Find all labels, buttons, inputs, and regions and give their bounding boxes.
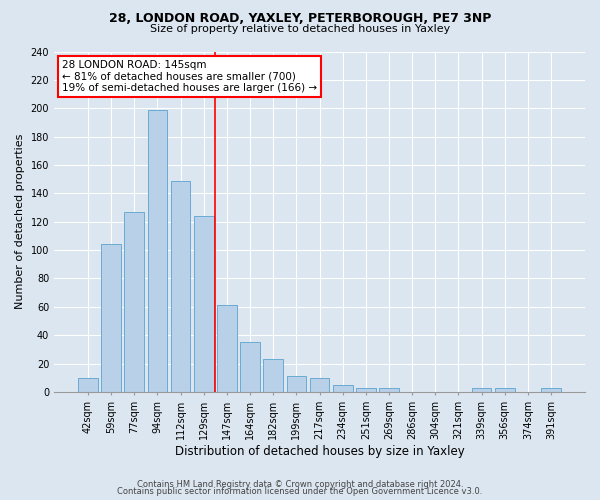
Bar (263, 360, 283, 392)
Bar (101, 244, 121, 392)
Bar (541, 388, 561, 392)
Bar (333, 385, 353, 392)
Bar (495, 388, 515, 392)
Text: Size of property relative to detached houses in Yaxley: Size of property relative to detached ho… (150, 24, 450, 34)
Text: Contains HM Land Registry data © Crown copyright and database right 2024.: Contains HM Land Registry data © Crown c… (137, 480, 463, 489)
Bar (171, 180, 190, 392)
Bar (124, 212, 144, 392)
Bar (240, 342, 260, 392)
Bar (78, 378, 98, 392)
Text: Contains public sector information licensed under the Open Government Licence v3: Contains public sector information licen… (118, 487, 482, 496)
Text: 28 LONDON ROAD: 145sqm
← 81% of detached houses are smaller (700)
19% of semi-de: 28 LONDON ROAD: 145sqm ← 81% of detached… (62, 60, 317, 93)
Text: 28, LONDON ROAD, YAXLEY, PETERBOROUGH, PE7 3NP: 28, LONDON ROAD, YAXLEY, PETERBOROUGH, P… (109, 12, 491, 26)
Bar (310, 378, 329, 392)
Bar (217, 306, 237, 392)
Bar (194, 216, 214, 392)
Bar (287, 376, 306, 392)
Bar (472, 388, 491, 392)
Bar (379, 388, 399, 392)
Y-axis label: Number of detached properties: Number of detached properties (15, 134, 25, 310)
Bar (148, 110, 167, 392)
X-axis label: Distribution of detached houses by size in Yaxley: Distribution of detached houses by size … (175, 444, 464, 458)
Bar (356, 388, 376, 392)
